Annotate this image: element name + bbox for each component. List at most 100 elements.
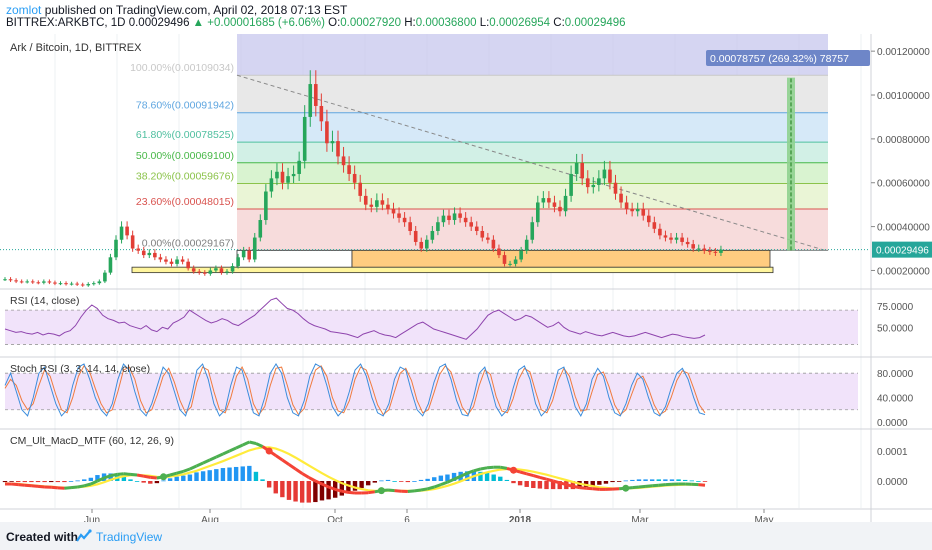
candle-body	[363, 195, 368, 205]
open-value: 0.00027920	[340, 17, 402, 29]
macd-histogram-bar	[511, 481, 516, 484]
author-name[interactable]: zomlot	[6, 3, 42, 17]
macd-line-segment	[228, 446, 237, 453]
macd-histogram-bar	[233, 466, 239, 481]
fib-band	[237, 75, 828, 113]
macd-line-segment	[143, 474, 151, 479]
candle-body	[419, 241, 424, 249]
candle-body	[719, 249, 723, 253]
time-axis-label: Mar	[631, 515, 649, 522]
macd-line-segment	[195, 461, 204, 468]
macd-line-segment	[466, 469, 475, 475]
published-text: published on TradingView.com, April 02, …	[44, 3, 348, 17]
macd-line-segment	[486, 465, 494, 470]
macd-line-segment	[110, 472, 118, 478]
symbol-label: BITTREX:ARKBTC, 1D	[6, 17, 126, 29]
macd-histogram-bar	[346, 481, 351, 494]
candle-body	[147, 252, 152, 256]
candle-body	[674, 237, 679, 240]
macd-histogram-bar	[62, 481, 67, 483]
candle-body	[208, 270, 213, 274]
candle-body	[624, 202, 629, 210]
macd-histogram-bar	[531, 481, 536, 489]
candle-body	[702, 248, 707, 251]
macd-histogram-bar	[68, 481, 74, 482]
macd-histogram-bar	[148, 481, 153, 484]
candle-body	[441, 215, 446, 223]
candle-body	[236, 257, 240, 267]
candle-body	[158, 257, 163, 260]
candle-body	[42, 281, 46, 283]
macd-line-segment	[209, 455, 217, 462]
macd-line-segment	[539, 475, 547, 481]
macd-line-segment	[103, 474, 112, 480]
candle-body	[258, 220, 263, 238]
low-label: L:	[479, 17, 490, 29]
macd-histogram-bar	[359, 481, 364, 489]
macd-histogram-bar	[260, 479, 265, 481]
candle-body	[3, 279, 7, 281]
candle-body	[14, 280, 18, 282]
macd-line-segment	[117, 472, 125, 476]
macd-histogram-bar	[544, 481, 549, 490]
macd-line-segment	[249, 440, 257, 445]
candle-body	[297, 160, 301, 174]
macd-histogram-bar	[29, 481, 34, 483]
macd-histogram-bar	[352, 481, 358, 491]
macd-histogram-bar	[484, 472, 490, 481]
macd-histogram-bar	[55, 481, 61, 483]
macd-histogram-bar	[663, 479, 668, 481]
macd-histogram-bar	[689, 480, 694, 482]
candle-body	[308, 84, 313, 117]
candle-body	[713, 251, 718, 253]
candle-body	[580, 163, 584, 179]
macd-histogram-bar	[669, 479, 675, 481]
macd-line-segment	[387, 488, 395, 493]
macd-histogram-bar	[286, 481, 292, 500]
candle-body	[591, 184, 596, 188]
publish-line: zomlot published on TradingView.com, Apr…	[6, 3, 347, 17]
price-axis-label: 0.00040000	[877, 223, 930, 234]
macd-histogram-bar	[445, 474, 450, 481]
candle-body	[474, 226, 479, 231]
rsi-title: RSI (14, close)	[10, 295, 79, 307]
macd-line-segment	[453, 474, 462, 481]
macd-histogram-bar	[392, 481, 397, 482]
macd-histogram-bar	[557, 481, 562, 490]
candle-body	[341, 156, 346, 166]
macd-histogram-bar	[610, 481, 615, 483]
fib-level-label: 78.60%(0.00091942)	[136, 100, 234, 112]
macd-line-segment	[314, 479, 323, 486]
macd-line-segment	[202, 458, 211, 465]
candle-body	[524, 239, 529, 251]
macd-histogram-bar	[418, 479, 424, 481]
price-axis-label: 0.00120000	[877, 47, 930, 58]
chart-area[interactable]: 100.00%(0.00109034) 78.60%(0.00091942) 61.…	[0, 34, 932, 522]
macd-line-segment	[638, 484, 646, 489]
macd-histogram-bar	[597, 481, 602, 485]
macd-histogram-bar	[385, 479, 391, 481]
candle-body	[130, 235, 135, 249]
last-price-tag-label: 0.00029496	[876, 246, 929, 257]
candle-body	[585, 178, 590, 188]
macd-histogram-bar	[88, 477, 94, 481]
candle-body	[658, 228, 662, 236]
macd-histogram-bar	[75, 480, 80, 482]
candle-body	[425, 239, 429, 249]
tradingview-brand[interactable]: TradingView	[96, 530, 163, 544]
macd-histogram-bar	[379, 480, 384, 482]
macd-line-segment	[473, 467, 481, 473]
macd-line-segment	[11, 482, 19, 487]
candle-body	[386, 204, 390, 210]
macd-histogram-bar	[498, 476, 503, 481]
macd-histogram-bar	[412, 481, 417, 482]
macd-line-segment	[433, 483, 442, 489]
macd-line-segment	[77, 484, 85, 489]
macd-histogram-bar	[630, 479, 635, 481]
macd-line-segment	[169, 471, 178, 477]
ohlc-line: BITTREX:ARKBTC, 1D 0.00029496 ▲ +0.00001…	[6, 17, 626, 29]
macd-line-segment	[552, 479, 561, 485]
macd-histogram-bar	[273, 481, 278, 494]
macd-line-segment	[632, 485, 640, 490]
candle-body	[252, 237, 257, 260]
